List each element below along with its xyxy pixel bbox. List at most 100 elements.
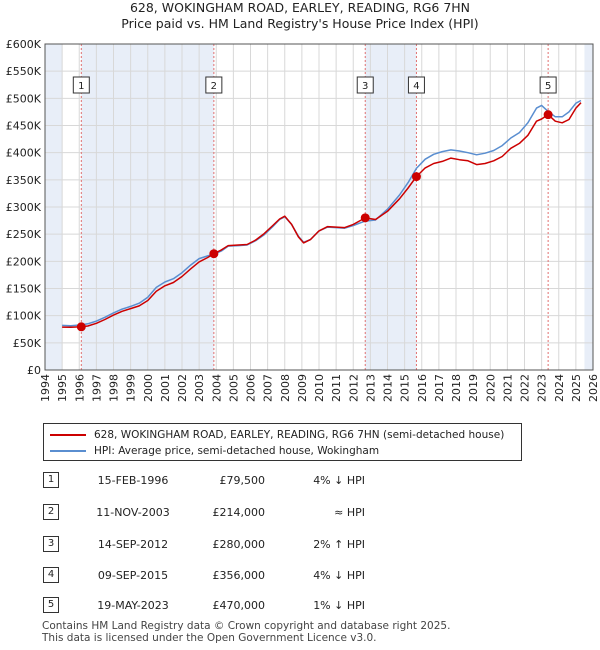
price-chart: 1 2 3 4 5 £0 £50K £100K £150K £200K £250K £300K £35… [6, 38, 600, 402]
sale-label-box [539, 76, 557, 94]
transaction-date: 15-FEB-1996 [97, 474, 169, 487]
x-tick-label: 2007 [262, 374, 275, 402]
transaction-price: £280,000 [212, 538, 266, 551]
x-tick-label: 2017 [433, 374, 446, 402]
legend-entry-property: 628, WOKINGHAM ROAD, EARLEY, READING, RG… [50, 428, 504, 442]
table-row: 5 19-MAY-2023 £470,000 1% ↓ HPI [43, 597, 403, 615]
x-tick-label: 2021 [501, 374, 514, 402]
y-tick-label: £600K [6, 38, 42, 51]
x-tick-label: 2003 [193, 374, 206, 402]
transaction-number: 4 [43, 567, 59, 583]
transaction-price: £356,000 [212, 569, 266, 582]
x-tick-label: 1994 [39, 374, 52, 402]
chart-legend: 628, WOKINGHAM ROAD, EARLEY, READING, RG… [43, 423, 522, 461]
x-tick-label: 2001 [159, 374, 172, 402]
x-tick-label: 2012 [347, 374, 360, 402]
y-tick-label: £550K [6, 65, 42, 78]
x-tick-label: 2018 [450, 374, 463, 402]
sale-label-box [356, 76, 374, 94]
x-tick-label: 1999 [125, 374, 138, 402]
x-tick-label: 2010 [313, 374, 326, 402]
property-series-line [62, 102, 582, 329]
x-tick-label: 1996 [73, 374, 86, 402]
x-tick-label: 2022 [519, 374, 532, 402]
transaction-number: 5 [43, 597, 59, 613]
footer-license: This data is licensed under the Open Gov… [42, 632, 377, 644]
sale-point [360, 213, 370, 223]
transaction-price: £214,000 [212, 506, 266, 519]
transaction-number: 1 [43, 472, 59, 488]
table-row: 1 15-FEB-1996 £79,500 4% ↓ HPI [43, 472, 403, 490]
sale-label-box [407, 76, 425, 94]
x-tick-label: 2015 [399, 374, 412, 402]
sale-point [543, 110, 553, 120]
x-tick-label: 2023 [536, 374, 549, 402]
x-tick-label: 2024 [553, 374, 566, 402]
transaction-price: £470,000 [212, 599, 266, 612]
sale-label: 2 [211, 81, 217, 92]
x-tick-label: 2016 [416, 374, 429, 402]
y-tick-label: £150K [6, 283, 42, 296]
x-tick-label: 2025 [570, 374, 583, 402]
plot-frame [44, 43, 594, 371]
sale-label: 4 [413, 81, 419, 92]
x-tick-label: 1995 [56, 374, 69, 402]
transaction-date: 11-NOV-2003 [96, 506, 170, 519]
y-tick-label: £400K [6, 147, 42, 160]
footer-copyright: Contains HM Land Registry data © Crown c… [42, 620, 451, 632]
transaction-date: 19-MAY-2023 [97, 599, 169, 612]
sale-label-box [205, 76, 223, 94]
x-tick-label: 2004 [210, 374, 223, 402]
x-tick-label: 1998 [108, 374, 121, 402]
transaction-date: 14-SEP-2012 [97, 538, 169, 551]
y-tick-label: £0 [27, 364, 41, 377]
y-tick-label: £100K [6, 310, 42, 323]
transaction-hpi-relation: 1% ↓ HPI [313, 599, 365, 612]
x-tick-label: 2014 [382, 374, 395, 402]
table-row: 4 09-SEP-2015 £356,000 4% ↓ HPI [43, 567, 403, 585]
sale-point [411, 172, 421, 182]
chart-subtitle: Price paid vs. HM Land Registry's House … [121, 16, 479, 31]
y-tick-label: £200K [6, 255, 42, 268]
x-tick-label: 2009 [296, 374, 309, 402]
x-tick-label: 2019 [467, 374, 480, 402]
legend-entry-hpi: HPI: Average price, semi-detached house,… [50, 444, 379, 458]
y-tick-label: £500K [6, 92, 42, 105]
y-tick-label: £250K [6, 228, 42, 241]
sale-points [76, 110, 553, 332]
x-tick-label: 2020 [484, 374, 497, 402]
sale-labels: 1 2 3 4 5 [72, 76, 557, 94]
table-row: 2 11-NOV-2003 £214,000 ≈ HPI [43, 504, 403, 522]
sale-label: 3 [362, 81, 368, 92]
sale-label-box [72, 76, 90, 94]
transaction-hpi-relation: 4% ↓ HPI [313, 569, 365, 582]
x-tick-label: 2005 [227, 374, 240, 402]
table-row: 3 14-SEP-2012 £280,000 2% ↑ HPI [43, 536, 403, 554]
sale-point [209, 249, 219, 259]
legend-label-property: 628, WOKINGHAM ROAD, EARLEY, READING, RG… [94, 429, 505, 441]
sale-label: 5 [545, 81, 551, 92]
chart-series [62, 99, 582, 329]
transaction-hpi-relation: ≈ HPI [334, 506, 365, 519]
x-tick-label: 2000 [142, 374, 155, 402]
transaction-date: 09-SEP-2015 [97, 569, 169, 582]
y-tick-label: £450K [6, 120, 42, 133]
transaction-hpi-relation: 4% ↓ HPI [313, 474, 365, 487]
transaction-hpi-relation: 2% ↑ HPI [313, 538, 365, 551]
transaction-number: 3 [43, 536, 59, 552]
x-tick-label: 1997 [90, 374, 103, 402]
legend-swatch-property [50, 434, 86, 436]
sale-point [76, 322, 86, 332]
transaction-number: 2 [43, 504, 59, 520]
x-tick-label: 2026 [587, 374, 600, 402]
x-tick-label: 2011 [330, 374, 343, 402]
transaction-price: £79,500 [219, 474, 266, 487]
y-tick-label: £350K [6, 174, 42, 187]
legend-swatch-hpi [50, 450, 86, 452]
x-tick-label: 2006 [245, 374, 258, 402]
chart-axes: £0 £50K £100K £150K £200K £250K £300K £350K £400… [6, 38, 600, 402]
y-tick-label: £50K [13, 337, 42, 350]
y-tick-label: £300K [6, 201, 42, 214]
x-tick-label: 2013 [364, 374, 377, 402]
legend-label-hpi: HPI: Average price, semi-detached house,… [94, 445, 380, 457]
